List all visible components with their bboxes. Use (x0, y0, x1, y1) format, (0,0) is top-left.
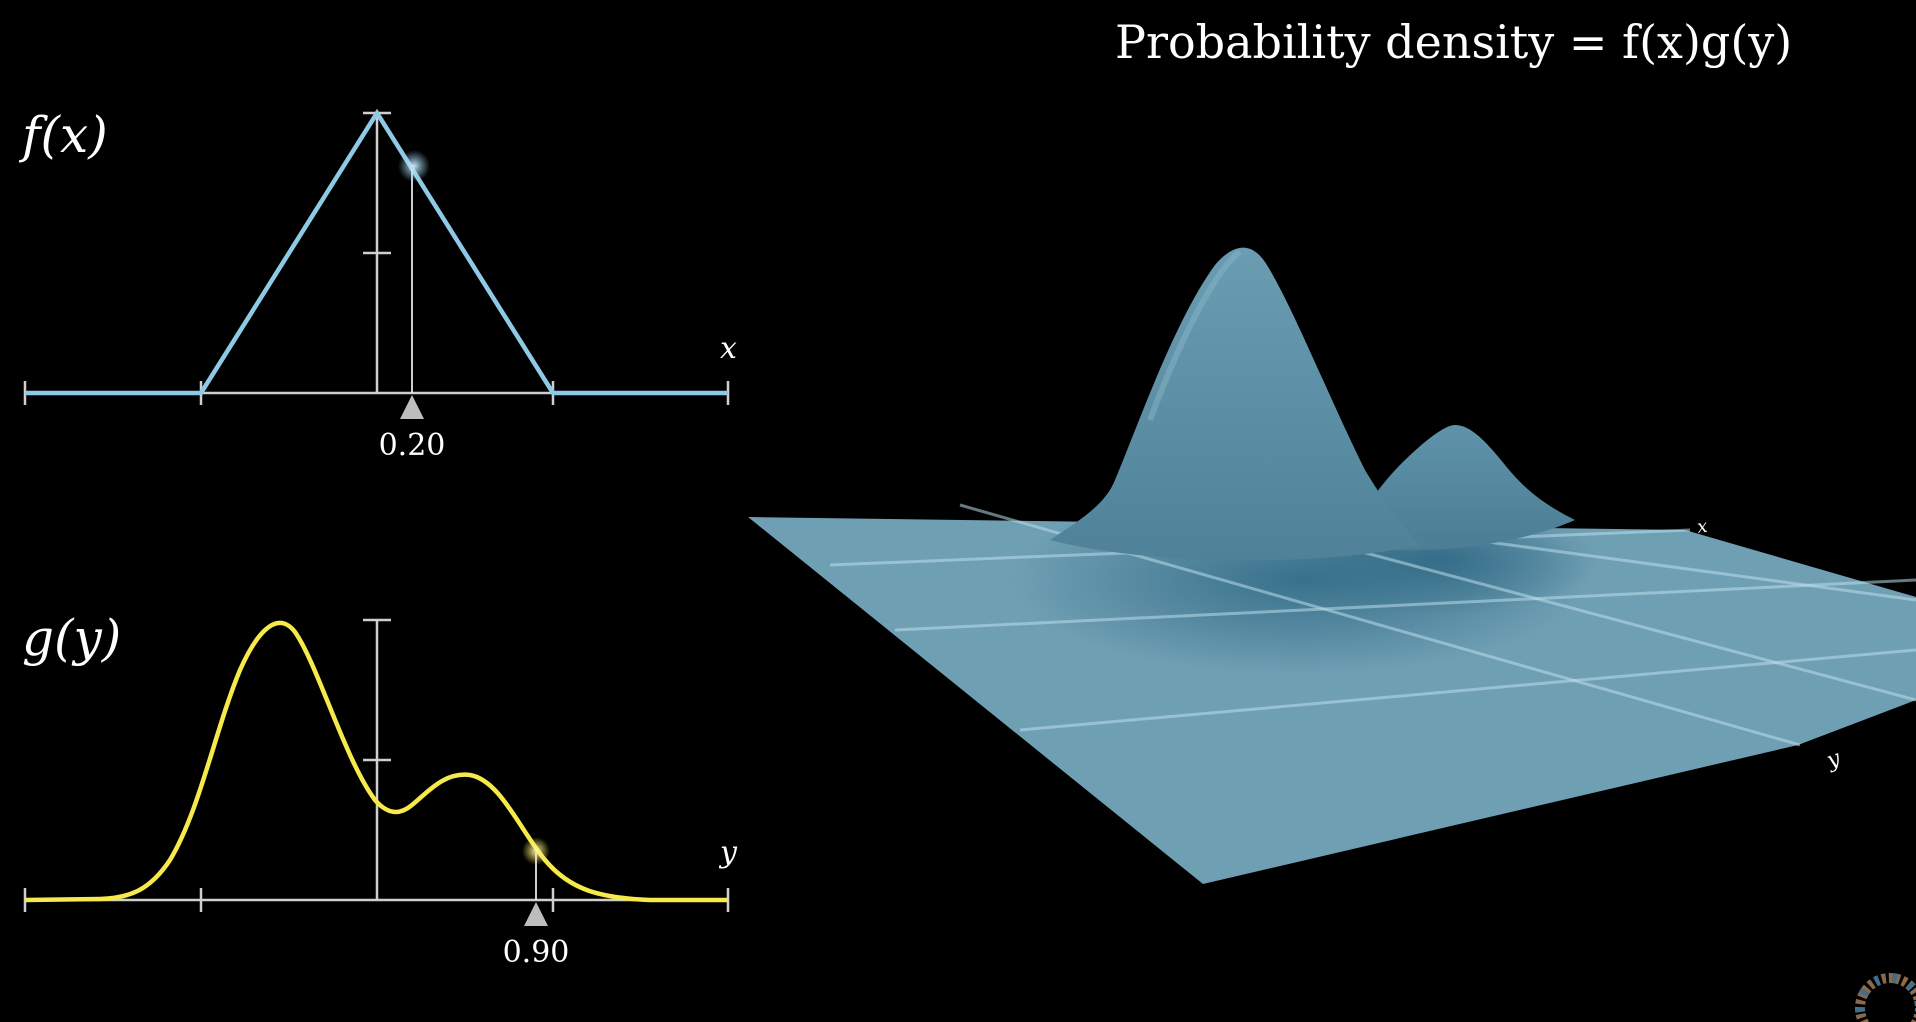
f-plot: f(x) x 0.20 (18, 106, 737, 463)
f-marker-value: 0.20 (379, 428, 446, 463)
f-plot-label: f(x) (18, 106, 108, 164)
surface-main-peak (1050, 247, 1420, 561)
f-axis-label: x (720, 331, 737, 366)
surface-peak-highlight (1147, 249, 1242, 422)
f-marker-triangle (400, 395, 424, 419)
loading-spinner-icon (1855, 973, 1916, 1022)
density-surface: x y (748, 247, 1916, 884)
f-curve (25, 108, 728, 396)
title-text: Probability density = f(x)g(y) (1115, 15, 1792, 69)
surface-axis-label-y: y (1823, 746, 1845, 774)
g-marker-triangle (524, 902, 548, 926)
g-curve (24, 620, 728, 903)
surface-axis-label-x: x (1696, 516, 1709, 538)
g-marker-value: 0.90 (503, 935, 570, 970)
g-marker-glow (522, 837, 550, 865)
g-axis-label: y (718, 835, 738, 870)
g-plot-label: g(y) (22, 609, 121, 667)
g-plot: g(y) y 0.90 (22, 609, 738, 970)
f-marker-glow (398, 150, 430, 182)
